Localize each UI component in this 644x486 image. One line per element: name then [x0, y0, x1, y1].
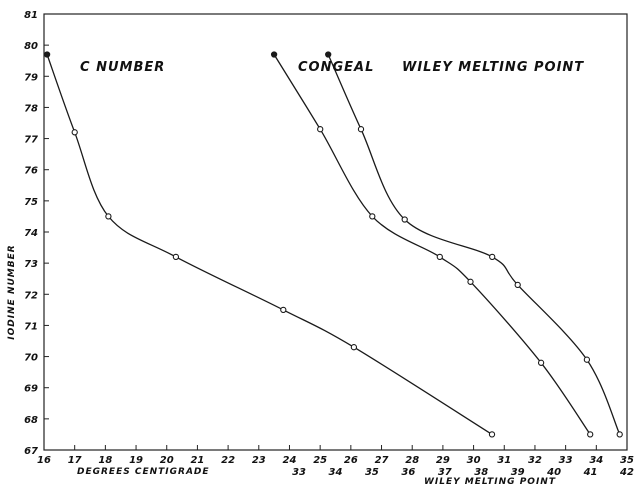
plot-frame	[43, 13, 628, 451]
x-tick-label: 18	[98, 455, 112, 466]
y-tick-label: 71	[24, 321, 38, 332]
data-point	[105, 213, 112, 220]
x-tick-label: 23	[252, 455, 266, 466]
wiley-tick-label: 38	[474, 467, 488, 478]
data-point	[587, 431, 594, 438]
data-point	[616, 431, 623, 438]
y-tick-label: 70	[24, 353, 38, 364]
wiley-tick-label: 42	[619, 467, 634, 478]
wiley-tick-label: 36	[401, 467, 415, 478]
data-point	[325, 51, 332, 58]
data-point	[71, 129, 78, 136]
data-point	[270, 51, 278, 58]
data-point	[280, 306, 287, 314]
y-axis-title: IODINE NUMBER	[7, 244, 17, 339]
x-tick-label: 22	[221, 455, 235, 466]
y-tick-label: 68	[24, 415, 38, 426]
y-tick-label: 80	[24, 41, 38, 52]
x-axis-title: DEGREES CENTIGRADE	[77, 467, 210, 477]
y-tick-label: 77	[24, 135, 38, 146]
wiley-tick-label: 35	[365, 467, 379, 478]
y-tick-label: 79	[24, 72, 38, 83]
x-tick-label: 25	[313, 455, 327, 466]
data-point	[317, 126, 324, 133]
wiley-axis-title: WILEY MELTING POINT	[424, 477, 556, 486]
x-tick-label: 16	[37, 455, 51, 466]
series-label-c-number: C NUMBER	[80, 60, 165, 75]
wiley-tick-label: 41	[583, 467, 598, 478]
data-point	[488, 431, 496, 438]
x-tick-label: 32	[528, 455, 542, 466]
x-tick-label: 35	[620, 455, 634, 466]
x-tick-label: 17	[68, 455, 82, 466]
wiley-tick-label: 34	[329, 467, 343, 478]
series-label-congeal: CONGEAL	[298, 60, 374, 75]
x-tick-label: 19	[129, 455, 143, 466]
y-tick-label: 69	[24, 384, 38, 395]
data-point	[436, 253, 443, 261]
y-axis-ticks: 67 68 69 70 71 72 73 74 75 76 77 78 79 80 81	[24, 10, 49, 457]
series-line-2	[327, 54, 621, 435]
wiley-tick-label: 39	[511, 467, 525, 478]
x-tick-label: 26	[344, 455, 358, 466]
data-point	[401, 216, 408, 223]
x-tick-label: 28	[405, 455, 419, 466]
data-point	[43, 51, 51, 58]
wiley-tick-label: 40	[546, 467, 561, 478]
x-tick-label: 30	[467, 455, 481, 466]
data-point	[172, 253, 180, 261]
series-line-0	[46, 54, 493, 435]
data-point	[357, 126, 365, 133]
x-axis-ticks: 16 17 18 19 20 21 22 23 24 25 26 27 28 29 30 31 32 33 34 35	[37, 445, 634, 466]
y-tick-label: 74	[24, 228, 38, 239]
y-tick-label: 81	[24, 10, 38, 21]
x-tick-label: 24	[283, 455, 297, 466]
series-points	[43, 51, 623, 438]
series-curves	[46, 54, 621, 435]
data-point	[583, 356, 591, 363]
wiley-axis-ticks: 33 34 35 36 37 38 39 40 41 42	[292, 467, 634, 478]
data-point	[467, 278, 474, 285]
y-tick-label: 67	[24, 446, 38, 457]
data-point	[514, 281, 521, 289]
data-point	[537, 359, 545, 366]
x-tick-label: 20	[160, 455, 174, 466]
x-tick-label: 27	[375, 455, 389, 466]
x-tick-label: 33	[559, 455, 573, 466]
y-tick-label: 75	[24, 197, 38, 208]
y-tick-label: 72	[24, 290, 38, 301]
x-tick-label: 21	[190, 455, 204, 466]
y-tick-label: 76	[24, 166, 38, 177]
wiley-tick-label: 33	[292, 467, 306, 478]
y-tick-label: 73	[24, 259, 38, 270]
x-tick-label: 29	[436, 455, 450, 466]
x-tick-label: 34	[589, 455, 603, 466]
y-tick-label: 78	[24, 103, 38, 114]
data-point	[350, 344, 358, 351]
wiley-tick-label: 37	[438, 467, 452, 478]
data-point	[369, 213, 376, 220]
series-line-1	[273, 54, 591, 435]
x-tick-label: 31	[497, 455, 511, 466]
series-label-wiley: WILEY MELTING POINT	[402, 60, 584, 75]
data-point	[489, 253, 496, 261]
